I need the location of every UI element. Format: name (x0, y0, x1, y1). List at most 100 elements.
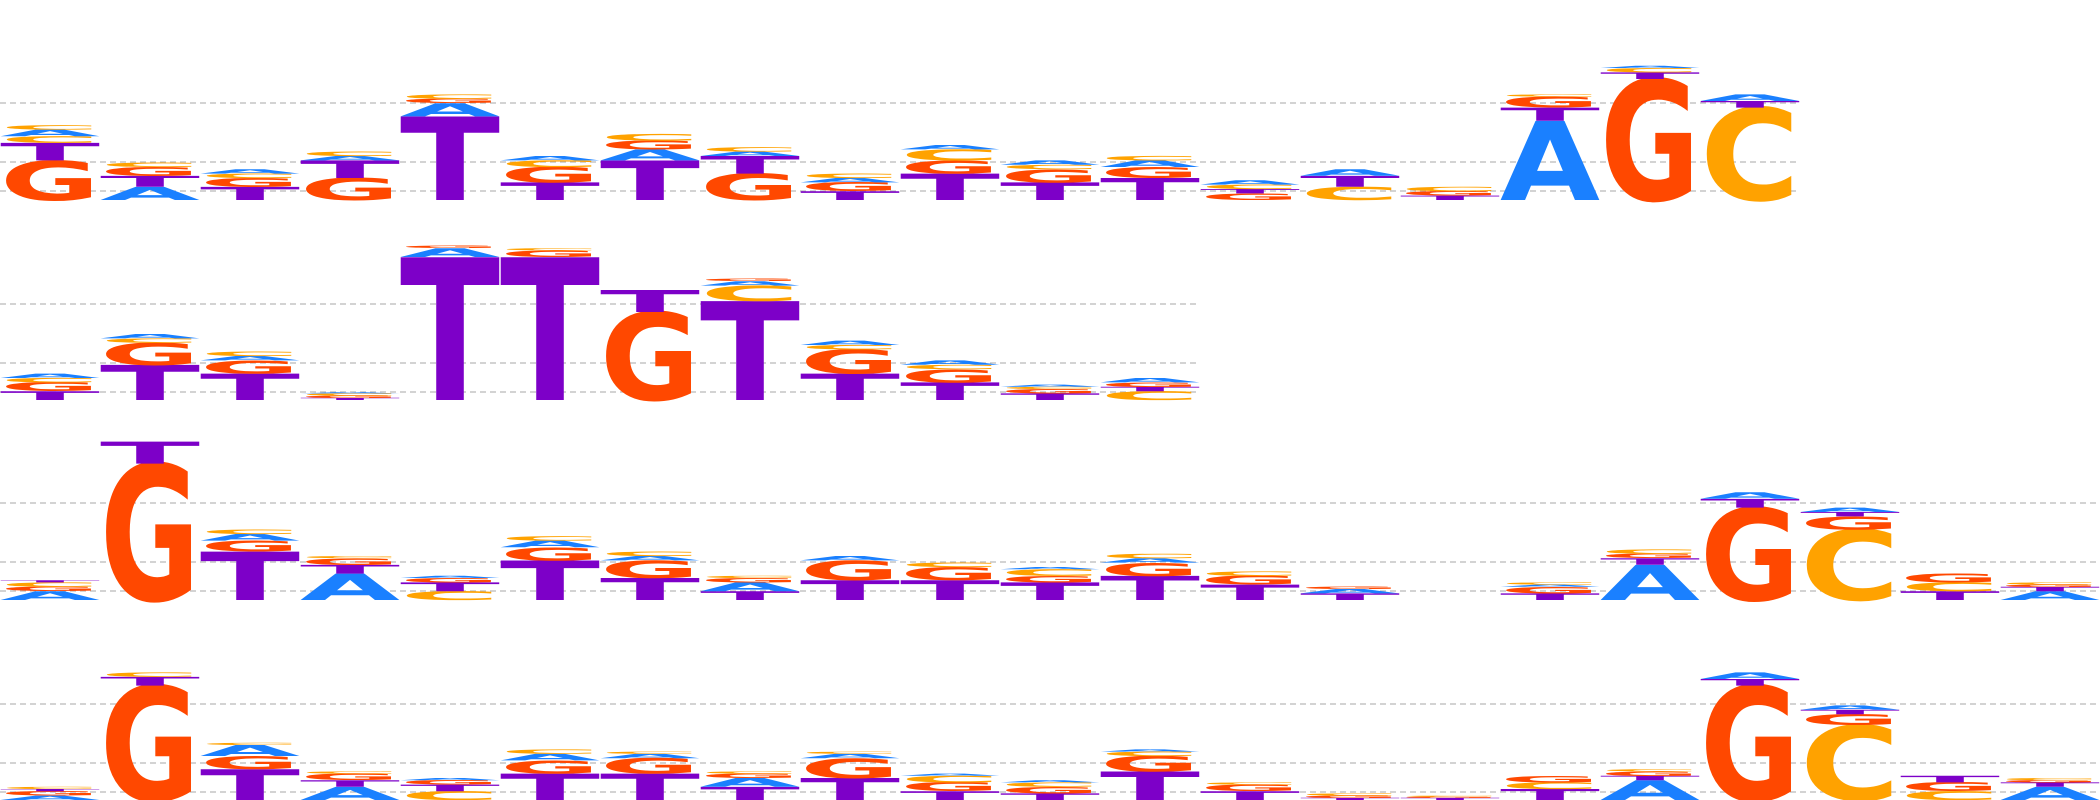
logo-letter-g: G (700, 167, 800, 209)
logo-letter-t: T (2000, 781, 2100, 788)
logo-letter-c: C (1300, 793, 1400, 796)
logo-letter-g: G (0, 150, 100, 213)
logo-letter-t: T (1200, 580, 1300, 605)
logo-letter-t: T (1800, 709, 1900, 716)
logo-letter-t: T (200, 367, 300, 409)
logo-letter-a: A (0, 794, 100, 800)
logo-letter-c: C (100, 671, 200, 678)
logo-letter-g: G (500, 757, 600, 778)
logo-letter-t: T (500, 178, 600, 206)
logo-letter-c: C (1800, 510, 1900, 623)
logo-letter-c: C (200, 742, 300, 745)
logo-letter-c: C (700, 771, 800, 774)
logo-letter-g: G (2000, 780, 2100, 783)
logo-letter-c: C (1600, 67, 1700, 74)
logo-letter-a: A (200, 532, 300, 543)
logo-letter-g: G (1200, 783, 1300, 793)
logo-letter-g: G (400, 577, 500, 584)
logo-letter-g: G (900, 157, 1000, 178)
logo-letter-t: T (1800, 511, 1900, 518)
logo-letter-a: A (1700, 490, 1800, 501)
logo-letter-c: C (700, 146, 800, 153)
logo-letter-a: A (1500, 584, 1600, 588)
logo-letter-a: A (700, 280, 800, 287)
logo-letter-a: A (200, 355, 300, 362)
logo-letter-a: A (500, 155, 600, 162)
logo-letter-c: C (1200, 782, 1300, 785)
logo-letter-g: G (800, 343, 900, 382)
logo-letter-t: T (1600, 71, 1700, 81)
logo-letter-g: G (0, 790, 100, 797)
logo-letter-a: A (600, 146, 700, 164)
logo-letter-t: T (300, 562, 400, 576)
logo-letter-a: A (1300, 167, 1400, 178)
logo-letter-g: G (300, 772, 400, 782)
logo-letter-c: C (1000, 164, 1100, 171)
logo-letter-g: G (300, 395, 400, 398)
logo-letter-a: A (1100, 377, 1200, 384)
logo-letter-t: T (1200, 188, 1300, 195)
logo-letter-c: C (900, 774, 1000, 785)
logo-letter-a: A (100, 183, 200, 204)
logo-letter-g: G (900, 366, 1000, 387)
logo-letter-a: A (300, 567, 400, 609)
logo-letter-c: C (1500, 582, 1600, 585)
logo-letter-t: T (1500, 786, 1600, 800)
logo-letter-t: T (200, 183, 300, 204)
logo-letter-g: G (900, 780, 1000, 794)
logo-letter-a: A (1100, 749, 1200, 753)
logo-letter-t: T (900, 167, 1000, 209)
logo-letter-g: G (1900, 780, 2000, 794)
logo-letter-c: C (500, 159, 600, 170)
logo-letter-g: G (1400, 190, 1500, 197)
logo-letter-g: G (700, 278, 800, 281)
logo-letter-c: C (1700, 84, 1800, 231)
logo-letter-t: T (900, 789, 1000, 800)
logo-letter-t: T (1000, 792, 1100, 800)
logo-letter-t: T (600, 767, 700, 800)
logo-letter-c: C (200, 350, 300, 357)
logo-letter-c: C (1400, 186, 1500, 193)
logo-letter-c: C (800, 344, 900, 351)
logo-letter-c: C (1100, 553, 1200, 560)
logo-letter-t: T (2000, 586, 2100, 593)
logo-letter-t: T (1500, 592, 1600, 602)
logo-letter-t: T (500, 550, 600, 613)
logo-letter-c: C (300, 393, 400, 396)
logo-letter-g: G (1000, 574, 1100, 584)
logo-letter-a: A (400, 246, 500, 260)
logo-letter-c: C (200, 528, 300, 535)
logo-letter-c: C (100, 337, 200, 344)
logo-letter-c: C (400, 93, 500, 100)
logo-letter-t: T (800, 189, 900, 203)
logo-letter-t: T (700, 783, 800, 800)
logo-letter-a: A (0, 589, 100, 603)
logo-letter-g: G (1800, 711, 1900, 729)
logo-letter-c: C (400, 789, 500, 800)
logo-letter-c: C (1500, 94, 1600, 97)
logo-letter-a: A (1000, 159, 1100, 166)
logo-letter-g: G (500, 249, 600, 259)
logo-letter-g: G (1600, 47, 1700, 240)
logo-letter-a: A (1100, 159, 1200, 170)
logo-letter-g: G (1900, 571, 2000, 585)
logo-letter-a: A (0, 128, 100, 139)
logo-letter-c: C (200, 172, 300, 179)
logo-letter-g: G (1500, 774, 1600, 784)
logo-letter-g: G (1800, 513, 1900, 534)
logo-letter-a: A (1000, 566, 1100, 570)
logo-letter-a: A (100, 333, 200, 340)
logo-letter-g: G (1500, 94, 1600, 112)
logo-letter-c: C (300, 555, 400, 558)
logo-letter-a: A (1600, 555, 1700, 611)
logo-letter-g: G (200, 357, 300, 378)
logo-letter-a: A (900, 773, 1000, 777)
logo-letter-g: G (500, 544, 600, 565)
logo-letter-t: T (1400, 797, 1500, 800)
logo-letter-g: G (1100, 164, 1200, 182)
logo-letter-g: G (100, 656, 200, 800)
logo-letter-g: G (1000, 785, 1100, 795)
logo-letter-a: A (300, 155, 400, 162)
